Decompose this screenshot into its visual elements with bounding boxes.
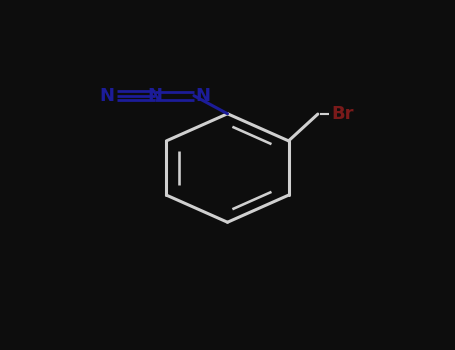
Text: Br: Br [332,105,354,123]
Text: N: N [196,87,211,105]
Text: N: N [148,87,163,105]
Text: N: N [99,87,114,105]
